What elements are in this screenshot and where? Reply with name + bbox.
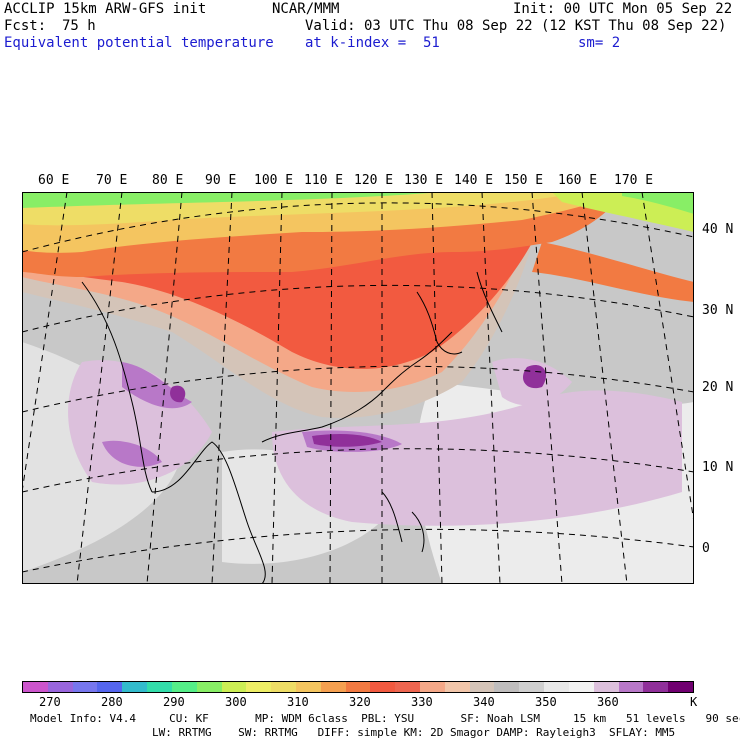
- colorbar-swatch: [395, 682, 420, 692]
- center-label: NCAR/MMM: [272, 1, 340, 17]
- lon-label: 60 E: [38, 173, 70, 188]
- lat-label: 0: [702, 541, 710, 556]
- colorbar-swatch: [246, 682, 272, 692]
- colorbar-tick: 320: [349, 695, 371, 709]
- dark-purple-region: [522, 364, 547, 389]
- colorbar-swatch: [271, 682, 296, 692]
- level-label: at k-index = 51: [305, 35, 440, 51]
- lon-label: 70 E: [96, 173, 128, 188]
- colorbar-swatch: [295, 682, 321, 692]
- medium-purple-region: [102, 440, 162, 467]
- colorbar-swatch: [171, 682, 197, 692]
- forecast-hours: 75 h: [62, 18, 96, 34]
- theta-e-map: [22, 192, 694, 584]
- colorbar-tick: 350: [535, 695, 557, 709]
- coastline: [416, 271, 503, 355]
- valid-time: Valid: 03 UTC Thu 08 Sep 22 (12 KST Thu …: [305, 18, 727, 34]
- lon-label: 90 E: [205, 173, 237, 188]
- colorbar-swatch: [444, 682, 470, 692]
- dark-purple-region: [170, 385, 186, 403]
- colorbar-swatch: [196, 682, 222, 692]
- lat-label: 40 N: [702, 222, 734, 237]
- green-region: [22, 192, 442, 208]
- init-time: Init: 00 UTC Mon 05 Sep 22: [513, 1, 733, 17]
- colorbar-swatch: [47, 682, 73, 692]
- lon-label: 150 E: [504, 173, 544, 188]
- colorbar-swatch: [221, 682, 247, 692]
- colorbar-tick: 290: [163, 695, 185, 709]
- colorbar-swatch: [420, 682, 445, 692]
- lat-label: 30 N: [702, 303, 734, 318]
- colorbar-swatch: [593, 682, 619, 692]
- lon-label: 80 E: [152, 173, 184, 188]
- lon-label: 130 E: [404, 173, 444, 188]
- colorbar-tick: 270: [39, 695, 61, 709]
- field-name: Equivalent potential temperature: [4, 35, 274, 51]
- lon-label: 120 E: [354, 173, 394, 188]
- lon-label: 110 E: [304, 173, 344, 188]
- physics-info-line: LW: RRTMG SW: RRTMG DIFF: simple KM: 2D …: [152, 726, 676, 739]
- colorbar-tick: 340: [473, 695, 495, 709]
- colorbar-tick: 360: [597, 695, 619, 709]
- ne-green: [622, 192, 694, 214]
- colorbar-swatch: [345, 682, 371, 692]
- colorbar-swatch: [568, 682, 594, 692]
- colorbar-swatch: [72, 682, 98, 692]
- colorbar-swatch: [320, 682, 346, 692]
- colorbar-tick: 280: [101, 695, 123, 709]
- colorbar-swatch: [469, 682, 495, 692]
- forecast-label: Fcst:: [4, 18, 47, 34]
- colorbar-swatch: [519, 682, 545, 692]
- model-title: ACCLIP 15km ARW-GFS init: [4, 1, 207, 17]
- lon-label: 170 E: [614, 173, 654, 188]
- lon-label: 160 E: [558, 173, 598, 188]
- colorbar-swatch: [618, 682, 644, 692]
- colorbar-swatch: [23, 682, 48, 692]
- colorbar-swatch: [147, 682, 172, 692]
- colorbar-swatch: [494, 682, 520, 692]
- lon-label: 100 E: [254, 173, 294, 188]
- colorbar-tick: 330: [411, 695, 433, 709]
- smoothing-label: sm= 2: [578, 35, 621, 51]
- dark-purple-region: [312, 434, 382, 447]
- colorbar-tick: 300: [225, 695, 247, 709]
- colorbar-swatch: [668, 682, 693, 692]
- coastline: [381, 491, 425, 553]
- colorbar-swatch: [643, 682, 669, 692]
- lat-label: 20 N: [702, 380, 734, 395]
- lon-label: 140 E: [454, 173, 494, 188]
- colorbar-swatch: [544, 682, 569, 692]
- colorbar-swatch: [370, 682, 396, 692]
- colorbar-unit: K: [690, 695, 698, 709]
- light-purple-region: [272, 390, 682, 526]
- graticule: [22, 192, 694, 584]
- model-info-line: Model Info: V4.4 CU: KF MP: WDM 6class P…: [30, 712, 740, 725]
- colorbar-swatch: [97, 682, 123, 692]
- colorbar-tick: 310: [287, 695, 309, 709]
- colorbar-swatch: [122, 682, 148, 692]
- ne-orange-band: [532, 242, 694, 302]
- lat-label: 10 N: [702, 460, 734, 475]
- colorbar: [22, 681, 694, 693]
